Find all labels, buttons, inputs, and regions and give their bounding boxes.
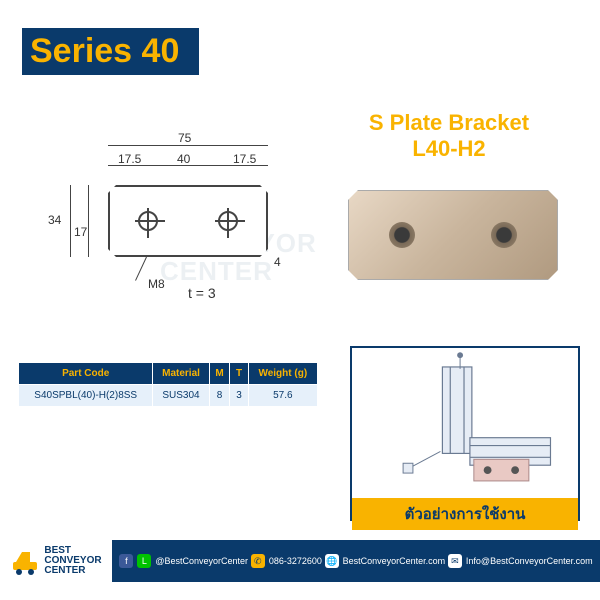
dim-height: 34 (48, 213, 61, 227)
col-header: M (209, 363, 230, 385)
dim-pitch: 40 (177, 152, 190, 166)
leader-line (135, 257, 147, 281)
usage-label: ตัวอย่างการใช้งาน (352, 498, 578, 530)
product-title: S Plate Bracket L40-H2 (334, 110, 564, 163)
product-title-line1: S Plate Bracket (334, 110, 564, 136)
dim-line (70, 185, 71, 257)
chamfer-callout: 4 (274, 255, 281, 269)
image-hole (491, 222, 517, 248)
usage-illustration (352, 348, 578, 493)
contact-mail: ✉ Info@BestConveyorCenter.com (448, 554, 593, 568)
cell: 57.6 (248, 385, 317, 407)
logo-text-line: CENTER (44, 566, 101, 576)
footer: BEST CONVEYOR CENTER f L @BestConveyorCe… (0, 540, 600, 582)
contact-text: @BestConveyorCenter (155, 556, 248, 566)
facebook-icon: f (119, 554, 133, 568)
contact-text: 086-3272600 (269, 556, 322, 566)
drawing-hole (138, 211, 158, 231)
phone-icon: ✆ (251, 554, 265, 568)
contact-web: 🌐 BestConveyorCenter.com (325, 554, 446, 568)
product-image (348, 190, 558, 280)
dim-line (108, 145, 268, 146)
table-row: S40SPBL(40)-H(2)8SS SUS304 8 3 57.6 (19, 385, 318, 407)
technical-drawing: 75 17.5 40 17.5 34 17 M8 4 t = 3 (40, 125, 300, 305)
plate-outline (108, 185, 268, 257)
dim-line (88, 185, 89, 257)
col-header: T (230, 363, 248, 385)
spec-table: Part Code Material M T Weight (g) S40SPB… (18, 362, 318, 407)
image-hole (389, 222, 415, 248)
usage-example-box: ตัวอย่างการใช้งาน (350, 346, 580, 521)
col-header: Material (153, 363, 209, 385)
logo-icon (10, 546, 40, 576)
dim-v-offset: 17 (74, 225, 87, 239)
contact-phone: ✆ 086-3272600 (251, 554, 322, 568)
hole-callout: M8 (148, 277, 165, 291)
contact-text: BestConveyorCenter.com (343, 556, 446, 566)
line-icon: L (137, 554, 151, 568)
dim-offset-right: 17.5 (233, 152, 256, 166)
col-header: Weight (g) (248, 363, 317, 385)
dim-offset-left: 17.5 (118, 152, 141, 166)
cell: 3 (230, 385, 248, 407)
mail-icon: ✉ (448, 554, 462, 568)
series-label: Series 40 (30, 32, 179, 70)
thickness-label: t = 3 (188, 285, 216, 301)
dim-overall-width: 75 (178, 131, 191, 145)
contact-text: Info@BestConveyorCenter.com (466, 556, 593, 566)
table-header-row: Part Code Material M T Weight (g) (19, 363, 318, 385)
footer-contacts: f L @BestConveyorCenter ✆ 086-3272600 🌐 … (112, 540, 600, 582)
footer-logo: BEST CONVEYOR CENTER (0, 540, 112, 582)
drawing-hole (218, 211, 238, 231)
contact-social: f L @BestConveyorCenter (119, 554, 248, 568)
col-header: Part Code (19, 363, 153, 385)
cell: S40SPBL(40)-H(2)8SS (19, 385, 153, 407)
series-header: Series 40 (22, 28, 199, 75)
globe-icon: 🌐 (325, 554, 339, 568)
product-title-line2: L40-H2 (334, 136, 564, 162)
cell: SUS304 (153, 385, 209, 407)
cell: 8 (209, 385, 230, 407)
